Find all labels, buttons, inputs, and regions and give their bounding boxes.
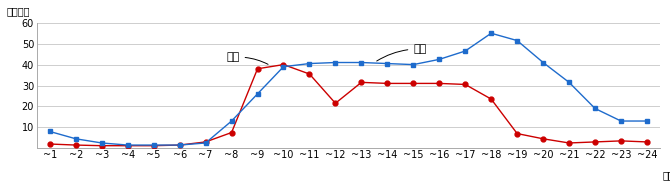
Text: 固定: 固定 — [226, 52, 268, 64]
Text: （時）: （時） — [663, 170, 670, 180]
Text: 移動: 移動 — [377, 44, 427, 61]
Text: （億回）: （億回） — [7, 6, 30, 16]
